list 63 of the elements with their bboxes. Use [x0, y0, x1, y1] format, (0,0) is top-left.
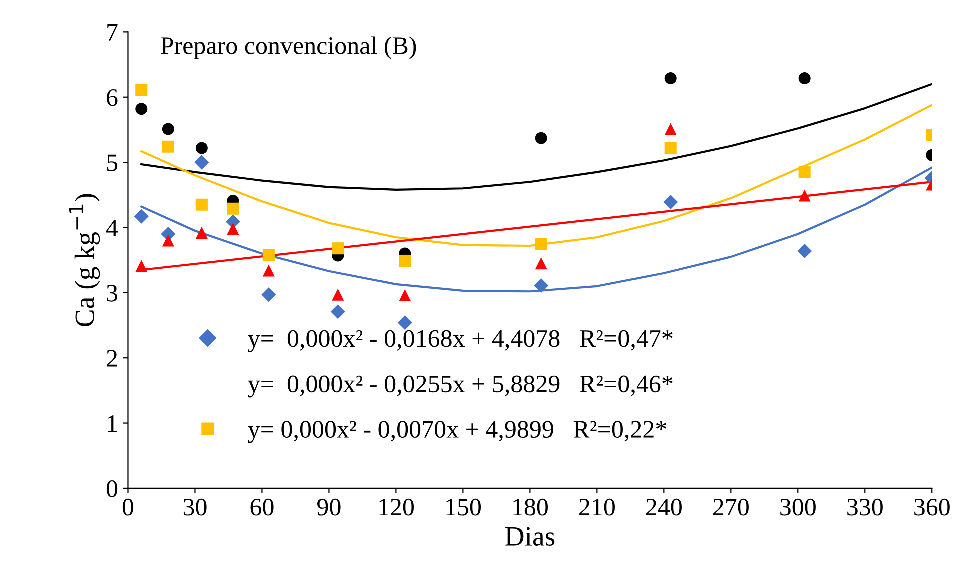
- point: [162, 123, 174, 136]
- x-tick-label: 90: [318, 498, 341, 516]
- point: [332, 242, 344, 255]
- point: [162, 140, 174, 153]
- y-tick-label: 4: [106, 220, 118, 236]
- point: [227, 223, 240, 236]
- point: [262, 249, 275, 262]
- point: [332, 288, 344, 301]
- x-tick-label: 180: [514, 498, 548, 516]
- point: [196, 198, 208, 211]
- y-tick-label: 2: [107, 350, 118, 367]
- point: [262, 264, 275, 277]
- point: [136, 260, 148, 272]
- point: [535, 238, 548, 250]
- y-tick-label: 6: [107, 89, 118, 106]
- point: [798, 72, 811, 84]
- point: [134, 209, 149, 224]
- point: [798, 190, 811, 202]
- point: [227, 202, 240, 215]
- chart-title: Preparo convencional (B): [161, 36, 416, 60]
- x-tick-label: 30: [184, 498, 207, 516]
- point: [262, 288, 276, 302]
- x-tick-label: 360: [914, 498, 950, 516]
- point: [162, 234, 174, 247]
- point: [399, 290, 412, 302]
- x-axis-title: Dias: [506, 527, 555, 546]
- point: [398, 316, 412, 330]
- point: [535, 132, 548, 144]
- y-tick-label: 3: [107, 285, 118, 302]
- point: [535, 258, 548, 270]
- y-tick-label: 5: [107, 154, 118, 172]
- point: [330, 304, 346, 320]
- point: [798, 244, 812, 258]
- y-axis-title: Ca (g kg$^{−1}$): [69, 194, 100, 327]
- point: [664, 142, 677, 154]
- point: [399, 254, 412, 267]
- x-tick-label: 150: [446, 498, 481, 516]
- x-tick-label: 0: [122, 498, 134, 516]
- x-tick-label: 120: [380, 498, 414, 516]
- line-series: [140, 104, 932, 248]
- x-tick-label: 210: [580, 498, 615, 516]
- y-tick-label: 0: [106, 480, 118, 498]
- point: [194, 155, 210, 170]
- x-tick-label: 240: [646, 498, 682, 516]
- point: [798, 166, 811, 178]
- y-tick-label: 1: [108, 415, 118, 432]
- line-series: [140, 83, 932, 191]
- point: [136, 103, 148, 116]
- point: [136, 84, 148, 96]
- y-tick-label: 7: [108, 24, 118, 41]
- legend-label: y= 0,000x² - 0,0070x + 4,9899 R²=0,22*: [248, 421, 666, 444]
- x-tick-label: 300: [780, 498, 816, 516]
- x-tick-label: 60: [250, 498, 274, 516]
- x-tick-label: 330: [848, 498, 883, 516]
- annotation: y= 0,000x² - 0,0255x + 5,8829 R²=0,46*: [248, 376, 673, 398]
- point: [196, 226, 208, 239]
- point: [534, 278, 549, 294]
- point: [664, 195, 678, 210]
- point: [664, 123, 677, 136]
- x-tick-label: 270: [713, 498, 749, 516]
- point: [664, 72, 677, 84]
- legend-label: y= 0,000x² - 0,0168x + 4,4078 R²=0,47*: [248, 330, 673, 352]
- point: [196, 142, 208, 154]
